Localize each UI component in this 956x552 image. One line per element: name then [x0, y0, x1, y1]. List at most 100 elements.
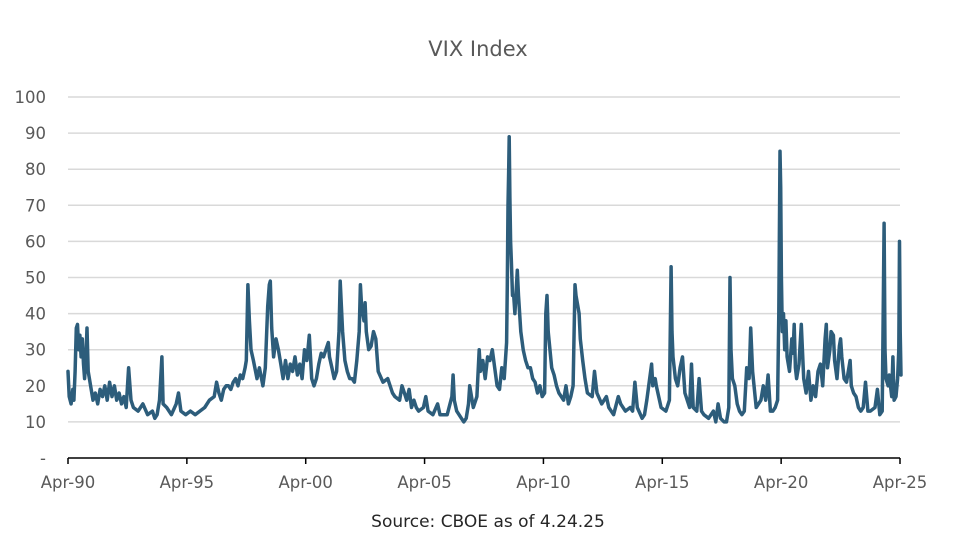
- data-point: [472, 406, 475, 409]
- x-tick-label: Apr-05: [397, 473, 451, 492]
- data-point: [82, 362, 85, 366]
- data-point: [816, 370, 820, 373]
- data-point: [410, 406, 413, 409]
- y-tick-label: 40: [25, 305, 46, 324]
- data-point: [555, 384, 558, 387]
- data-point: [631, 409, 634, 413]
- data-point: [607, 406, 610, 409]
- data-point: [355, 359, 358, 362]
- data-point: [322, 355, 325, 359]
- data-point: [369, 344, 373, 348]
- data-point: [562, 399, 565, 402]
- data-point: [407, 388, 411, 391]
- data-point: [160, 355, 164, 359]
- data-point: [286, 377, 290, 380]
- data-point: [784, 319, 788, 322]
- data-point: [892, 399, 896, 402]
- data-point: [779, 186, 782, 189]
- data-point: [337, 330, 341, 333]
- data-point: [790, 337, 793, 341]
- data-point: [692, 406, 695, 409]
- data-point: [103, 384, 107, 387]
- data-point: [524, 359, 527, 362]
- data-point: [475, 395, 479, 398]
- data-point: [547, 330, 550, 333]
- data-point: [153, 417, 156, 420]
- data-point: [359, 283, 362, 286]
- data-point: [507, 168, 510, 171]
- y-tick-label: 50: [25, 269, 46, 288]
- data-point: [812, 384, 815, 387]
- data-point: [293, 355, 297, 359]
- data-point: [780, 276, 783, 279]
- y-axis-tick-labels: 100 90 80 70 60 50 40 30 20 10 -: [15, 88, 47, 468]
- data-point: [405, 399, 408, 402]
- data-point: [317, 362, 320, 366]
- data-point: [785, 355, 789, 359]
- data-point: [668, 399, 671, 402]
- data-point: [884, 377, 888, 380]
- data-point: [415, 406, 418, 409]
- data-point: [776, 399, 779, 402]
- data-point: [731, 377, 734, 380]
- data-point: [577, 312, 581, 315]
- data-point: [832, 334, 835, 337]
- data-point: [543, 391, 546, 395]
- data-point: [98, 388, 102, 391]
- data-point: [519, 330, 522, 333]
- data-point: [453, 399, 456, 402]
- data-point: [83, 377, 86, 380]
- data-point: [132, 406, 135, 409]
- data-point: [795, 377, 798, 380]
- data-point: [478, 348, 481, 351]
- data-point: [381, 381, 385, 384]
- data-point: [328, 355, 331, 359]
- y-tick-label: 100: [15, 88, 47, 107]
- data-point: [320, 352, 323, 355]
- data-point: [360, 305, 363, 308]
- data-point: [645, 399, 648, 402]
- y-tick-label: 20: [25, 377, 46, 396]
- data-point: [441, 413, 444, 416]
- data-point: [819, 362, 822, 366]
- data-point: [654, 377, 657, 380]
- y-tick-label: 10: [25, 413, 46, 432]
- y-tick-label: 60: [25, 232, 46, 251]
- vix-series-line: [66, 134, 903, 424]
- data-point: [807, 370, 810, 373]
- data-point: [533, 381, 537, 384]
- data-point: [857, 406, 860, 409]
- data-point: [243, 366, 247, 369]
- data-point: [220, 399, 223, 402]
- data-point: [845, 381, 848, 384]
- data-point: [712, 409, 715, 413]
- data-point: [576, 305, 580, 308]
- data-point: [327, 341, 330, 344]
- data-point: [234, 377, 237, 380]
- data-point: [783, 348, 786, 351]
- data-point: [117, 391, 121, 395]
- data-point: [491, 348, 494, 351]
- data-point: [771, 409, 774, 413]
- data-point: [333, 377, 336, 380]
- data-point: [804, 391, 808, 395]
- data-point: [873, 406, 877, 409]
- data-point: [120, 402, 123, 406]
- data-point: [127, 366, 130, 369]
- data-point: [697, 377, 701, 380]
- data-point: [468, 384, 471, 387]
- data-point: [224, 384, 228, 387]
- data-point: [77, 348, 80, 351]
- data-point: [899, 330, 902, 333]
- data-point: [529, 366, 532, 369]
- data-point: [733, 384, 736, 387]
- data-point: [850, 384, 853, 387]
- data-point: [184, 413, 187, 416]
- x-tick-label: Apr-10: [516, 473, 570, 492]
- data-point: [438, 413, 442, 416]
- data-point: [854, 395, 858, 398]
- data-point: [619, 402, 622, 406]
- data-point: [76, 323, 79, 326]
- data-point: [793, 323, 796, 326]
- data-point: [481, 359, 484, 362]
